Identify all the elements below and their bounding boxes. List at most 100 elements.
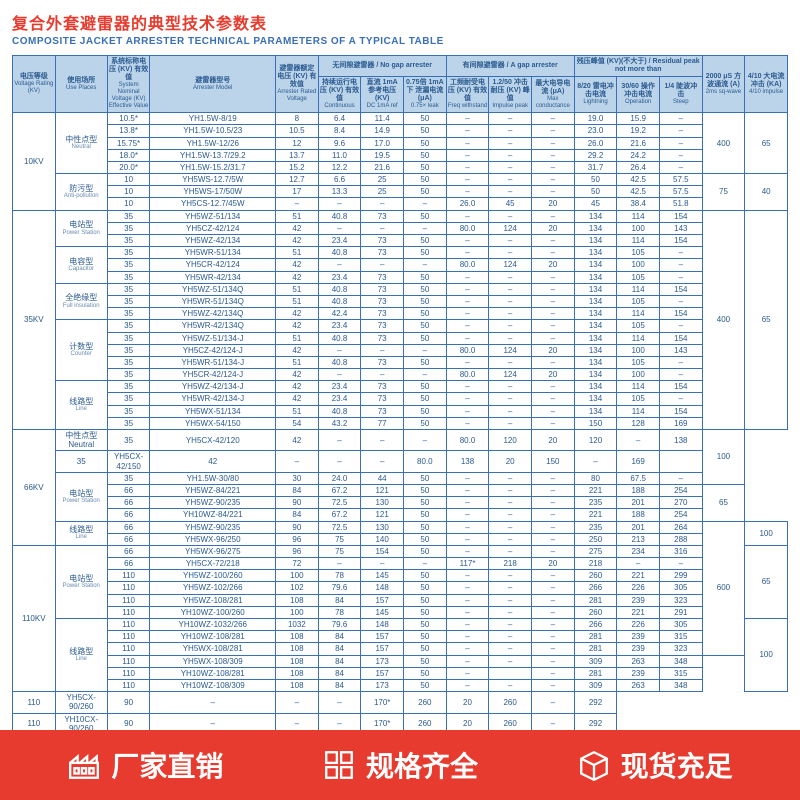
cell-value: 120 bbox=[489, 430, 532, 451]
cell-model: YH5CR-42/124 bbox=[150, 259, 276, 271]
cell-value: 134 bbox=[574, 271, 617, 283]
cell-value: 67.5 bbox=[617, 472, 660, 484]
table-row: 10YH5WS-17/50W1713.32550–––5042.557.5 bbox=[13, 186, 788, 198]
cell-value: 40.8 bbox=[318, 247, 361, 259]
cell-value: 14.9 bbox=[361, 125, 404, 137]
table-row: 35YH5WR-42/1344223.47350–––134105– bbox=[13, 271, 788, 283]
cell-value: 38.4 bbox=[617, 198, 660, 210]
cell-value: 134 bbox=[574, 356, 617, 368]
cell-value: 73 bbox=[361, 356, 404, 368]
cell-value: – bbox=[446, 533, 489, 545]
cell-snv: 110 bbox=[107, 582, 150, 594]
cell-snv: 110 bbox=[107, 667, 150, 679]
cell-value: – bbox=[489, 643, 532, 655]
table-row: 35YH5WX-51/1345140.87350–––134114154 bbox=[13, 405, 788, 417]
cell-value: – bbox=[150, 692, 276, 713]
cell-value: – bbox=[318, 451, 361, 472]
cell-value: – bbox=[531, 405, 574, 417]
cell-value: 50 bbox=[404, 405, 447, 417]
cell-value: 134 bbox=[574, 405, 617, 417]
cell-value: – bbox=[446, 509, 489, 521]
cell-value: 260 bbox=[574, 606, 617, 618]
cell-value: – bbox=[404, 198, 447, 210]
cell-value: – bbox=[531, 186, 574, 198]
cell-use-place: 线路型Line bbox=[55, 381, 107, 430]
cell-value: 154 bbox=[659, 405, 702, 417]
table-row: 35YH5WZ-42/1344223.47350–––134114154 bbox=[13, 235, 788, 247]
cell-value: 50 bbox=[404, 533, 447, 545]
cell-value: – bbox=[489, 210, 532, 222]
banner-item-grid: 规格齐全 bbox=[322, 745, 478, 785]
cell-value: – bbox=[489, 125, 532, 137]
cell-model: YH5CZ-42/124-J bbox=[150, 344, 276, 356]
cell-value: – bbox=[659, 271, 702, 283]
cell-value: 134 bbox=[574, 308, 617, 320]
cell-value: 121 bbox=[361, 509, 404, 521]
cell-value: – bbox=[489, 497, 532, 509]
cell-value: 138 bbox=[659, 430, 702, 451]
cell-4-10: 100 bbox=[745, 521, 788, 545]
cell-value: 169 bbox=[659, 417, 702, 429]
cell-value: 323 bbox=[659, 643, 702, 655]
cell-value: 226 bbox=[617, 619, 660, 631]
cell-value: 67.2 bbox=[318, 484, 361, 496]
cell-value: – bbox=[531, 161, 574, 173]
cell-snv: 35 bbox=[107, 259, 150, 271]
cell-value: 50 bbox=[404, 283, 447, 295]
cell-value: 218 bbox=[574, 558, 617, 570]
cell-value: 114 bbox=[617, 405, 660, 417]
cell-value: – bbox=[531, 484, 574, 496]
cell-value: 80.0 bbox=[446, 259, 489, 271]
cell-value: 50 bbox=[404, 174, 447, 186]
cell-value: 8 bbox=[276, 113, 319, 125]
cell-value: 73 bbox=[361, 235, 404, 247]
cell-snv: 66 bbox=[107, 521, 150, 533]
cell-value: – bbox=[531, 393, 574, 405]
cell-value: 100 bbox=[276, 606, 319, 618]
cell-value: 105 bbox=[617, 247, 660, 259]
cell-value: 270 bbox=[659, 497, 702, 509]
cell-value: 134 bbox=[574, 222, 617, 234]
cell-value: 239 bbox=[617, 631, 660, 643]
cell-snv: 110 bbox=[107, 606, 150, 618]
cell-value: 25 bbox=[361, 186, 404, 198]
cell-value: – bbox=[531, 643, 574, 655]
table-row: 110YH5WX-108/3091088417350–––309263348 bbox=[13, 655, 788, 667]
cell-value: 121 bbox=[361, 484, 404, 496]
cell-value: – bbox=[659, 149, 702, 161]
cell-value: 73 bbox=[361, 295, 404, 307]
cell-value: 50 bbox=[404, 210, 447, 222]
cell-snv: 66 bbox=[107, 558, 150, 570]
colgroup-gap: 有间隙避雷器 / A gap arrester bbox=[446, 56, 574, 77]
cell-voltage-rating: 110KV bbox=[13, 545, 56, 691]
table-row: 15.75*YH1.5W-12/26129.617.050–––26.021.6… bbox=[13, 137, 788, 149]
cell-value: – bbox=[531, 356, 574, 368]
cell-value: 281 bbox=[574, 643, 617, 655]
cell-value: 315 bbox=[659, 667, 702, 679]
cell-value: – bbox=[276, 198, 319, 210]
cell-value: – bbox=[446, 417, 489, 429]
cell-value: – bbox=[446, 393, 489, 405]
cell-value: – bbox=[446, 582, 489, 594]
cell-value: 234 bbox=[617, 545, 660, 557]
cell-value: – bbox=[531, 545, 574, 557]
cell-value: – bbox=[361, 451, 404, 472]
cell-model: YH5CX-42/150 bbox=[107, 451, 150, 472]
cell-value: – bbox=[489, 247, 532, 259]
cell-value: 305 bbox=[659, 619, 702, 631]
cell-value: 73 bbox=[361, 283, 404, 295]
cell-value: 50 bbox=[404, 332, 447, 344]
table-row: 35YH5CZ-42/12442–––80.012420134100143 bbox=[13, 222, 788, 234]
cell-model: YH5WX-51/134 bbox=[150, 405, 276, 417]
banner-text: 厂家直销 bbox=[111, 745, 223, 785]
cell-value: 9.6 bbox=[318, 137, 361, 149]
cell-snv: 35 bbox=[107, 308, 150, 320]
cell-value: 130 bbox=[361, 521, 404, 533]
cell-value: – bbox=[489, 393, 532, 405]
cell-value: – bbox=[531, 521, 574, 533]
cell-value: 72.5 bbox=[318, 497, 361, 509]
cell-value: – bbox=[446, 405, 489, 417]
cell-snv: 110 bbox=[107, 643, 150, 655]
cell-value: – bbox=[276, 451, 319, 472]
cell-value: – bbox=[531, 174, 574, 186]
